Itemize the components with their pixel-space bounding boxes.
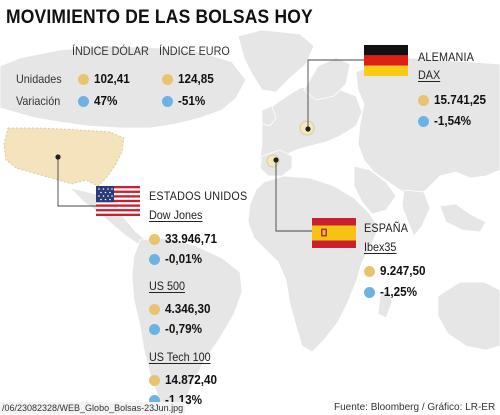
us500-index-name: US 500 [149, 279, 186, 293]
us500-value: 4.346,30 [165, 301, 211, 316]
dax-change: -1,54% [434, 113, 472, 128]
dax-index-name: DAX [418, 68, 441, 82]
euro-variation-value: -51% [178, 93, 206, 108]
spain-flag-icon [312, 218, 356, 248]
euro-units-dot [162, 74, 173, 85]
ibex35-value: 9.247,50 [380, 263, 426, 278]
ibex35-value-dot [364, 266, 375, 277]
dow-jones-value-dot [149, 234, 160, 245]
dollar-variation-value: 47% [94, 93, 118, 108]
scandinavia-landmass [303, 57, 351, 101]
euro-index-header: ÍNDICE EURO [159, 44, 230, 58]
usa-highlight [3, 127, 125, 187]
page-title: MOVIMIENTO DE LAS BOLSAS HOY [6, 7, 313, 28]
us500-change: -0,79% [165, 321, 203, 336]
africa-landmass [247, 175, 379, 353]
southeast-asia-landmass [439, 203, 487, 233]
dow-jones-change: -0,01% [165, 251, 203, 266]
uk-landmass [261, 105, 277, 127]
dollar-units-dot [78, 74, 89, 85]
source-credit: Fuente: Bloomberg / Gráfico: LR-ER [334, 402, 496, 413]
germany-leader-line [307, 59, 364, 129]
dow-jones-index-name: Dow Jones [149, 208, 203, 222]
ustech100-value-dot [149, 375, 160, 386]
dow-jones-value: 33.946,71 [165, 231, 218, 246]
usa-country-label: ESTADOS UNIDOS [149, 189, 248, 203]
germany-country-label: ALEMANIA [418, 50, 475, 64]
dax-change-dot [418, 116, 429, 127]
ustech100-index-name: US Tech 100 [149, 350, 211, 364]
us500-change-dot [149, 324, 160, 335]
dow-jones-change-dot [149, 254, 160, 265]
australia-landmass [437, 281, 500, 351]
usa-anchor-dot [55, 154, 61, 160]
spain-anchor-dot [273, 157, 279, 163]
greenland-landmass [237, 29, 315, 93]
india-landmass [401, 189, 431, 237]
canada-landmass [0, 45, 247, 129]
arabia-landmass [353, 165, 397, 215]
madagascar-landmass [377, 287, 393, 319]
euro-variation-dot [162, 96, 173, 107]
germany-anchor-dot [305, 126, 311, 132]
ibex35-change-dot [364, 287, 375, 298]
dax-value: 15.741,25 [434, 92, 487, 107]
us500-value-dot [149, 304, 160, 315]
usa-leader-line [57, 157, 96, 207]
image-url-caption: /06/23082328/WEB_Globo_Bolsas-23Jun.jpg [0, 402, 186, 414]
germany-flag-icon [364, 45, 408, 76]
euro-units-value: 124,85 [178, 71, 214, 86]
dollar-index-header: ÍNDICE DÓLAR [72, 44, 149, 58]
variation-label: Variación [16, 94, 61, 108]
units-label: Unidades [16, 72, 62, 86]
spain-country-label: ESPAÑA [364, 221, 409, 235]
ibex35-change: -1,25% [380, 284, 418, 299]
dollar-variation-dot [78, 96, 89, 107]
dollar-units-value: 102,41 [94, 71, 130, 86]
usa-flag-icon [96, 186, 140, 216]
ibex35-index-name: Ibex35 [364, 240, 397, 254]
spain-leader-line [275, 160, 312, 232]
ustech100-value: 14.872,40 [165, 372, 218, 387]
dax-value-dot [418, 95, 429, 106]
asia-landmass [355, 57, 500, 199]
ustech100-change-dot [149, 395, 160, 406]
